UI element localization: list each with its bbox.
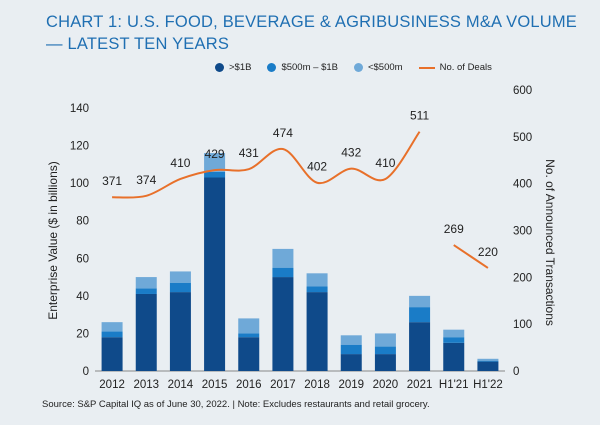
chart-title-prefix: CHART 1:	[46, 13, 123, 31]
legend-dot-swatch	[267, 63, 277, 72]
y-axis-title-left: Enterprise Value ($ in billions)	[46, 161, 60, 320]
legend-dot-swatch	[353, 63, 363, 72]
bar-segment	[409, 307, 431, 323]
x-tick-label: 2019	[338, 379, 364, 391]
legend-item: No. of Deals	[418, 62, 492, 73]
bar-segment	[306, 273, 328, 287]
y-tick-label-left: 20	[76, 328, 89, 340]
chart-title: CHART 1: U.S. FOOD, BEVERAGE & AGRIBUSIN…	[46, 11, 586, 55]
deals-line	[112, 131, 421, 199]
legend-label: No. of Deals	[439, 62, 492, 73]
bar-segment	[238, 337, 260, 371]
y-tick-label-left: 120	[70, 141, 89, 153]
bar-segment	[443, 329, 465, 338]
x-tick-label: 2014	[168, 379, 194, 391]
y-tick-label-right: 100	[513, 319, 532, 331]
deal-count-label: 410	[375, 156, 395, 170]
bar-segment	[169, 292, 191, 371]
bar-segment	[340, 335, 362, 345]
chart-title-main: U.S. FOOD, BEVERAGE & AGRIBUSINESS M&A V…	[46, 13, 578, 53]
x-tick-label: 2017	[270, 379, 296, 391]
deals-line	[453, 244, 489, 269]
y-axis-title-right: No. of Announced Transactions	[543, 159, 557, 326]
legend-label: <$500m	[367, 62, 403, 73]
y-tick-label-right: 200	[513, 272, 532, 284]
deal-count-label: 431	[239, 146, 259, 160]
deal-count-label: 269	[444, 222, 464, 236]
bar-segment	[443, 337, 465, 343]
legend-dot-swatch	[215, 63, 224, 72]
bar-segment	[477, 358, 499, 361]
x-tick-label: 2012	[99, 379, 125, 391]
bar-segment	[272, 277, 294, 371]
y-tick-label-right: 500	[513, 132, 532, 144]
bar-segment	[374, 346, 396, 355]
y-tick-label-right: 300	[513, 226, 532, 238]
legend-item: $500m – $1B	[267, 62, 338, 73]
bar-segment	[272, 248, 294, 268]
bar-segment	[101, 331, 123, 338]
bar-segment	[238, 318, 260, 334]
bar-segment	[306, 286, 328, 293]
y-tick-label-left: 0	[83, 366, 89, 378]
y-tick-label-right: 400	[513, 179, 532, 191]
y-tick-label-right: 0	[513, 366, 519, 378]
bar-segment	[135, 293, 157, 371]
bar-segment	[135, 277, 157, 289]
deal-count-label: 220	[478, 245, 498, 259]
deal-count-label: 402	[307, 160, 327, 174]
bar-segment	[169, 271, 191, 283]
bar-segment	[135, 288, 157, 294]
bar-segment	[374, 333, 396, 347]
bar-segment	[477, 361, 499, 371]
bar-segment	[204, 171, 226, 178]
legend-item: >$1B	[215, 62, 251, 73]
y-tick-label-left: 100	[70, 178, 89, 190]
bar-segment	[409, 295, 431, 308]
bar-segment	[477, 360, 499, 362]
bar-segment	[340, 354, 362, 371]
bar-segment	[443, 342, 465, 371]
deal-count-label: 432	[341, 146, 361, 160]
legend-label: >$1B	[229, 62, 252, 73]
bar-segment	[340, 344, 362, 355]
y-tick-label-right: 600	[513, 85, 532, 97]
bar-segment	[101, 322, 123, 332]
deal-count-label: 511	[410, 109, 429, 123]
source-note: Source: S&P Capital IQ as of June 30, 20…	[42, 399, 430, 410]
x-tick-label: 2013	[133, 379, 159, 391]
x-tick-label: 2018	[304, 379, 330, 391]
x-tick-label: H1'22	[473, 379, 503, 391]
bar-segment	[204, 153, 226, 172]
y-tick-label-left: 40	[76, 291, 89, 303]
bar-segment	[306, 292, 328, 371]
deal-count-label: 371	[102, 174, 122, 188]
bar-segment	[101, 337, 123, 371]
chart-legend: >$1B $500m – $1B <$500m No. of Deals	[215, 62, 492, 73]
bar-segment	[238, 333, 260, 338]
bar-segment	[169, 282, 191, 293]
x-tick-label: 2016	[236, 379, 262, 391]
deal-count-label: 410	[170, 156, 190, 170]
bar-segment	[272, 267, 294, 278]
bar-segment	[204, 177, 226, 371]
deal-count-label: 374	[136, 173, 156, 187]
x-tick-label: 2015	[202, 379, 228, 391]
y-tick-label-left: 80	[76, 216, 89, 228]
bar-segment	[374, 354, 396, 371]
x-tick-label: 2020	[373, 379, 399, 391]
legend-line-swatch	[418, 66, 435, 69]
y-tick-label-left: 60	[76, 253, 89, 265]
x-tick-label: 2021	[407, 379, 433, 391]
deal-count-label: 474	[273, 126, 293, 140]
y-tick-label-left: 140	[70, 103, 89, 115]
x-tick-label: H1'21	[439, 379, 469, 391]
deal-count-label: 429	[205, 147, 225, 161]
legend-item: <$500m	[353, 62, 403, 73]
bar-segment	[409, 322, 431, 371]
legend-label: $500m – $1B	[281, 62, 338, 73]
